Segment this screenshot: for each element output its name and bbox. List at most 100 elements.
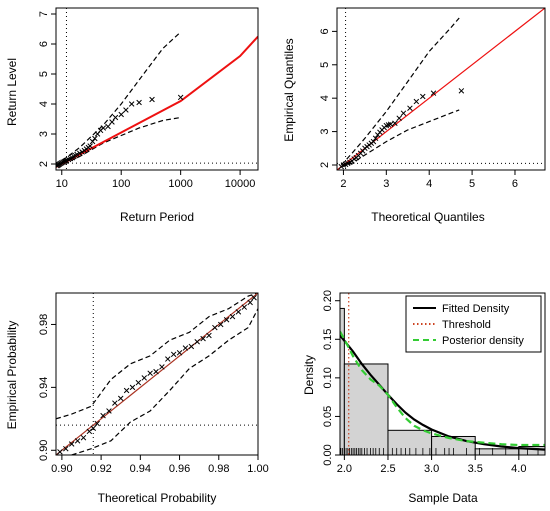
- data-point: [241, 304, 248, 310]
- y-tick-label: 0.94: [38, 377, 50, 398]
- data-point: [100, 125, 107, 131]
- data-point: [74, 438, 81, 444]
- data-point: [223, 316, 230, 323]
- legend-box: [405, 295, 542, 353]
- data-point: [153, 368, 159, 375]
- data-point: [407, 105, 413, 111]
- x-axis-title: Theoretical Quantiles: [371, 210, 484, 224]
- legend-label: Threshold: [442, 319, 491, 331]
- data-point: [396, 115, 402, 121]
- histogram-bar: [340, 307, 345, 455]
- y-tick-label: 0.10: [322, 367, 334, 388]
- data-point: [400, 110, 407, 116]
- data-point: [212, 324, 218, 331]
- data-point: [80, 434, 87, 441]
- data-point: [387, 121, 394, 127]
- pp-plot-panel: Theoretical Probability Empirical Probab…: [5, 292, 269, 505]
- data-point: [117, 395, 124, 402]
- y-tick-label: 0.90: [38, 440, 50, 461]
- data-point: [86, 428, 93, 435]
- data-point: [176, 350, 183, 356]
- histogram-bar: [343, 363, 389, 455]
- qq-plot-panel: Theoretical Quantiles Empirical Quantile…: [282, 7, 546, 224]
- y-axis-title: Density: [302, 355, 316, 395]
- legend-label: Posterior density: [442, 335, 524, 347]
- data-point: [217, 321, 224, 328]
- data-point: [87, 143, 93, 149]
- fitted-density-line: [340, 334, 545, 451]
- data-point: [235, 309, 242, 315]
- posterior-density-line: [340, 331, 545, 447]
- x-tick-label: 2: [340, 178, 346, 190]
- x-tick-label: 3.0: [424, 463, 439, 475]
- data-point: [109, 119, 115, 125]
- data-point: [458, 88, 465, 94]
- y-tick-label: 5: [38, 71, 50, 77]
- x-tick-label: 3: [383, 178, 389, 190]
- x-tick-label: 3.5: [468, 463, 483, 475]
- data-point: [420, 93, 426, 100]
- upper-confidence-band: [56, 293, 258, 420]
- y-tick-label: 2: [319, 162, 331, 168]
- x-tick-label: 0.96: [169, 463, 190, 475]
- data-point: [63, 445, 69, 452]
- y-tick-label: 4: [319, 95, 331, 101]
- data-point: [74, 151, 80, 158]
- y-tick-label: 0.98: [38, 314, 50, 335]
- x-tick-label: 0.98: [208, 463, 229, 475]
- y-axis-title: Empirical Probability: [5, 321, 19, 430]
- fit-line: [56, 293, 258, 455]
- x-tick-label: 0.92: [90, 463, 111, 475]
- legend-label: Fitted Density: [442, 303, 510, 315]
- x-tick-label: 100: [112, 178, 130, 190]
- data-point: [141, 375, 148, 381]
- plot-frame: [339, 292, 546, 456]
- data-point: [200, 335, 206, 342]
- data-point: [105, 123, 111, 130]
- data-point: [188, 343, 195, 350]
- y-axis-title: Return Level: [5, 58, 19, 126]
- y-tick-label: 3: [38, 131, 50, 137]
- data-point: [392, 120, 398, 126]
- data-point: [177, 94, 184, 101]
- data-point: [92, 135, 98, 142]
- data-point: [370, 138, 377, 145]
- data-point: [251, 294, 257, 301]
- data-point: [129, 384, 136, 391]
- x-tick-label: 6: [512, 178, 518, 190]
- plot-frame: [55, 292, 259, 456]
- upper-confidence-band: [56, 31, 182, 166]
- plot-frame: [55, 7, 259, 171]
- plot-content: [56, 293, 258, 455]
- data-point: [147, 370, 153, 376]
- data-point: [57, 449, 63, 455]
- x-axis-title: Theoretical Probability: [98, 491, 217, 505]
- data-point: [182, 345, 189, 351]
- y-tick-label: 2: [38, 161, 50, 167]
- y-tick-label: 0.05: [322, 406, 334, 427]
- density-panel: Sample Data Density 2.0 2.5 3.0 3.5 4.0 0.00 0…: [302, 290, 546, 505]
- histogram-bar: [474, 448, 520, 455]
- data-point: [123, 387, 130, 394]
- x-tick-label: 10: [56, 178, 68, 190]
- plot-content: [56, 8, 258, 170]
- y-tick-label: 0.15: [322, 329, 334, 350]
- data-point: [165, 356, 171, 362]
- data-point: [149, 96, 155, 103]
- y-tick-label: 4: [38, 101, 50, 107]
- data-point: [430, 90, 437, 96]
- y-axis-title: Empirical Quantiles: [282, 38, 296, 141]
- y-tick-label: 7: [38, 11, 50, 17]
- data-point: [128, 101, 135, 107]
- y-tick-label: 0.20: [322, 290, 334, 311]
- y-tick-label: 5: [319, 62, 331, 68]
- upper-confidence-band: [340, 17, 460, 166]
- data-point: [136, 99, 142, 106]
- x-tick-label: 10000: [225, 178, 256, 190]
- return-level-panel: Return Period Return Level 10 100 1000 1000…: [5, 7, 259, 224]
- plot-content: [337, 8, 545, 170]
- plot-frame: [336, 7, 546, 171]
- data-point: [247, 299, 253, 306]
- x-tick-label: 0.94: [130, 463, 151, 475]
